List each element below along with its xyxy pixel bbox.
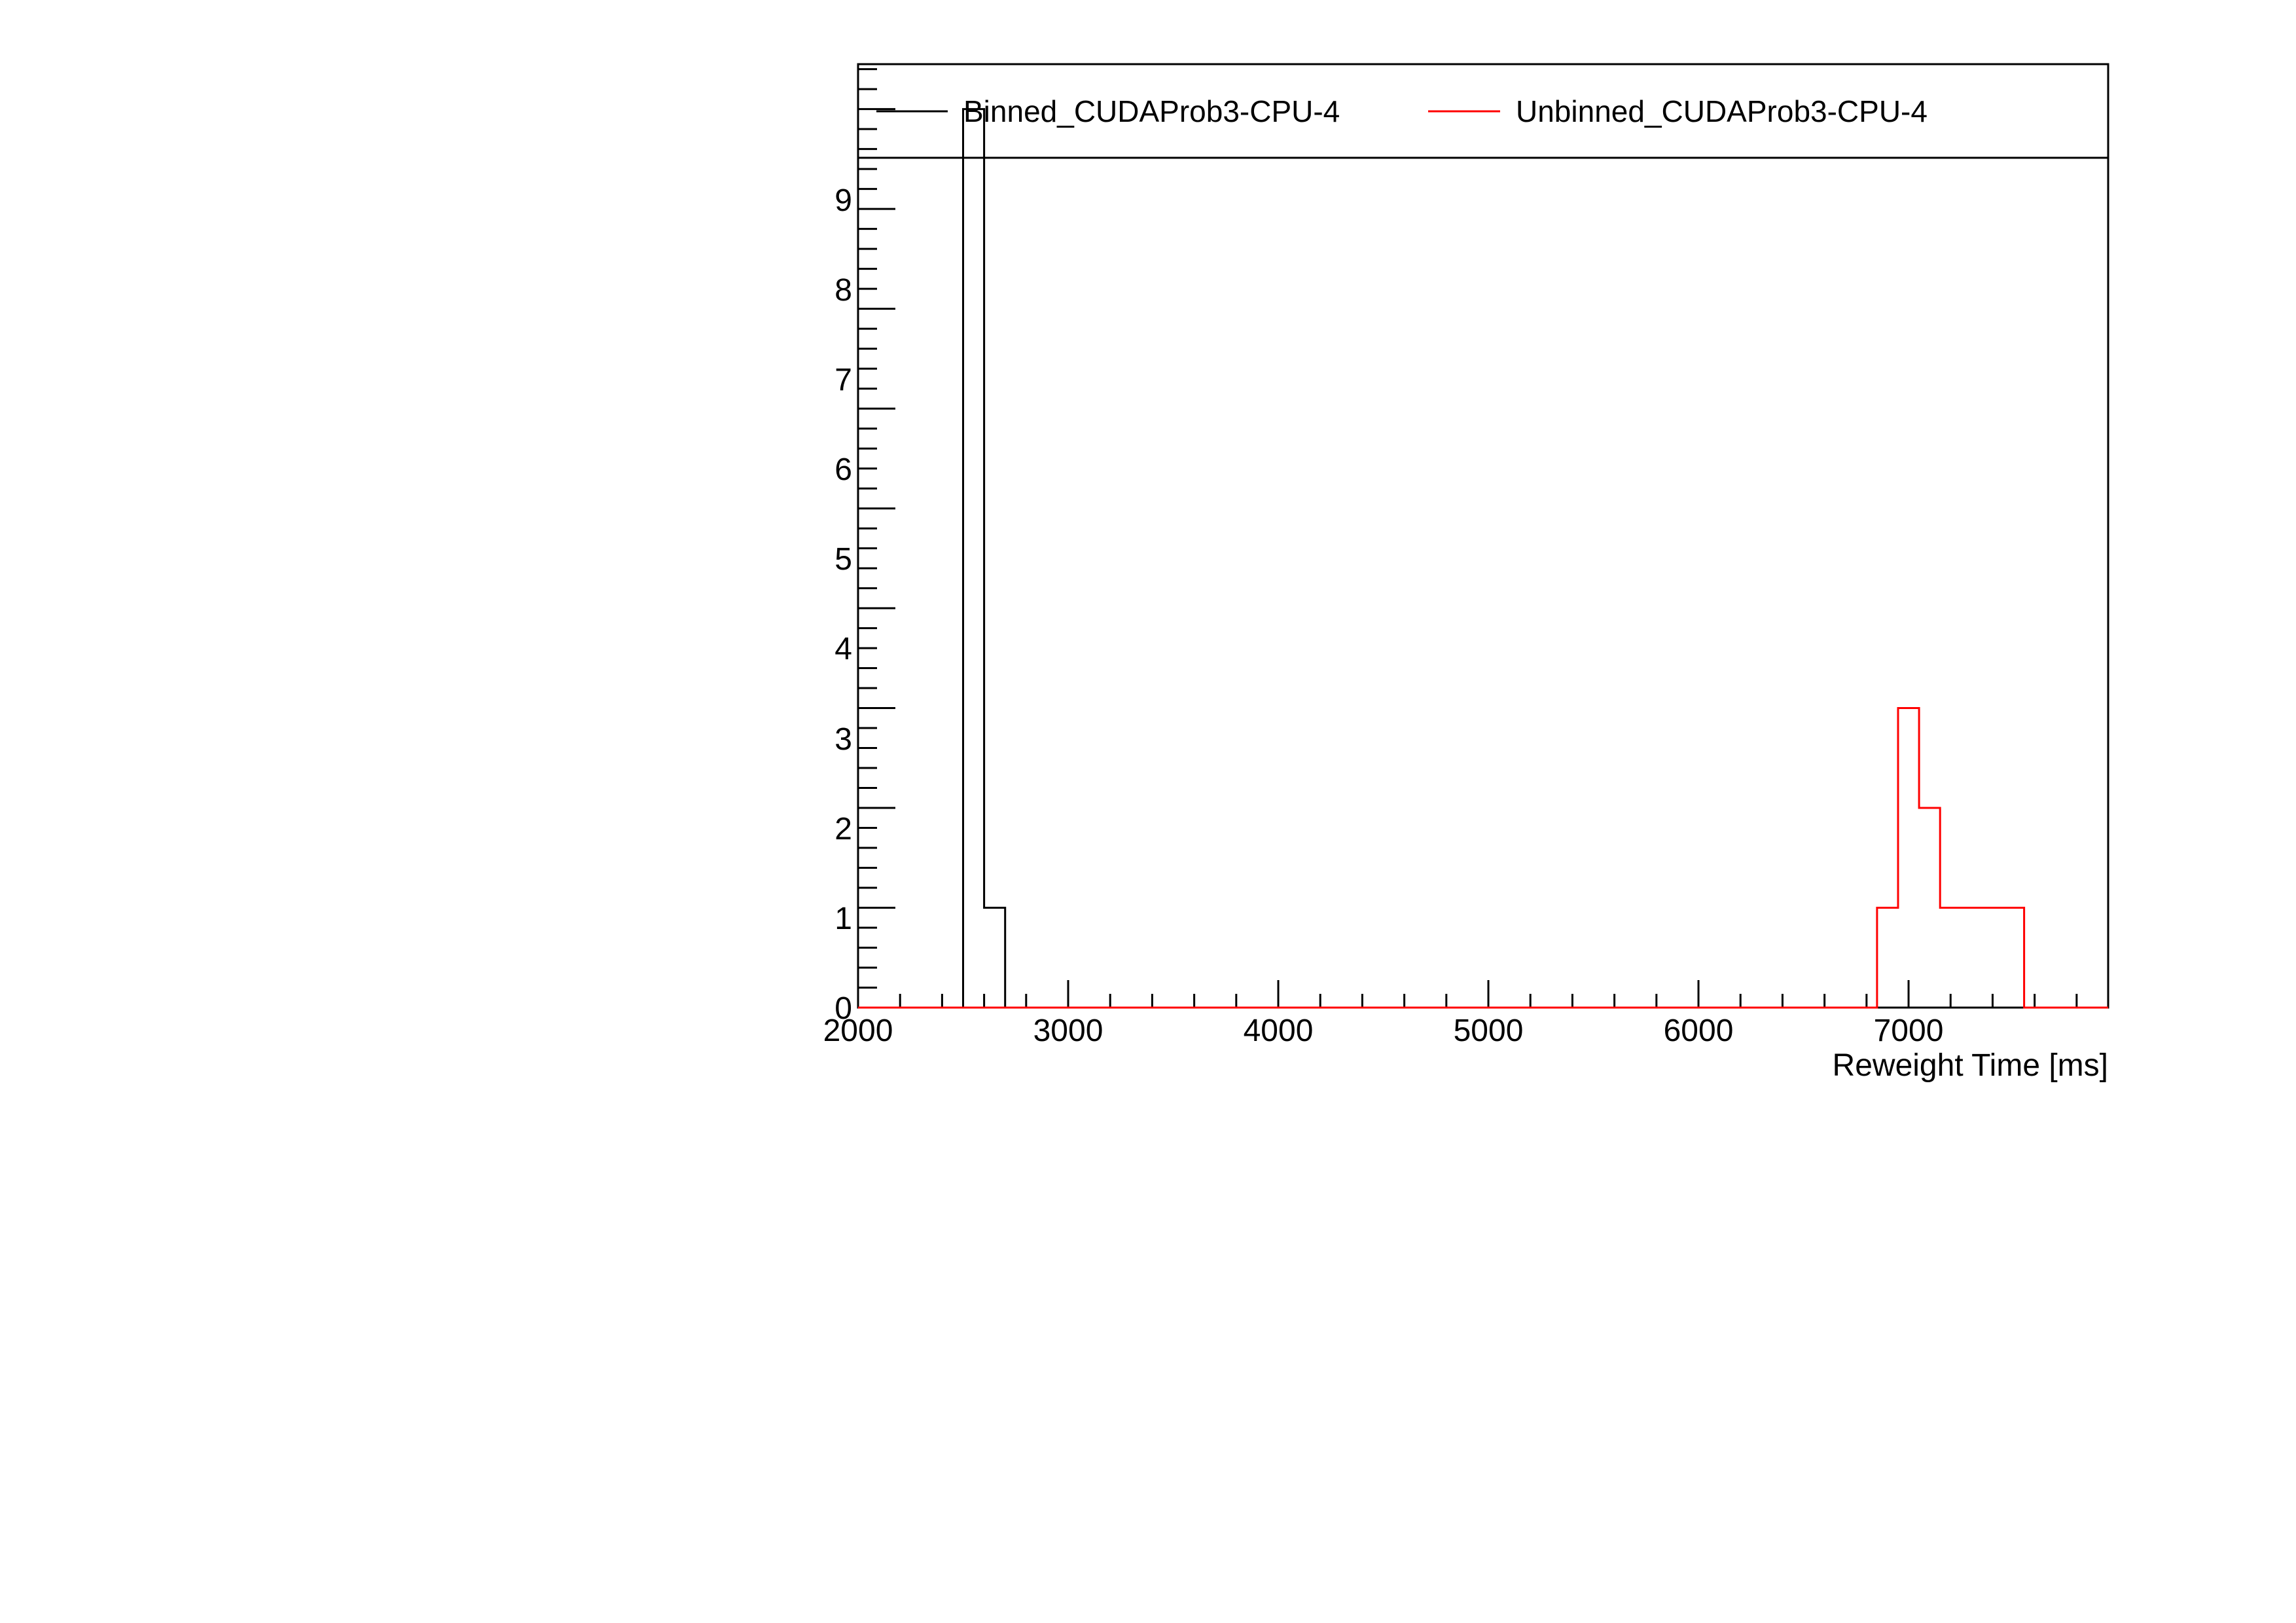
y-axis-tick-labels: 0 1 2 3 4 5 6 7 8 9 — [834, 183, 852, 1026]
x-axis-title: Reweight Time [ms] — [1833, 1048, 2108, 1083]
x-axis-ticks — [857, 980, 2078, 1008]
x-tick-label: 4000 — [1244, 1013, 1314, 1048]
y-tick-label: 0 — [834, 991, 852, 1026]
y-tick-label: 1 — [834, 902, 852, 936]
x-tick-label: 3000 — [1033, 1013, 1103, 1048]
legend: Binned_CUDAProb3-CPU-4 Unbinned_CUDAProb… — [857, 63, 2109, 159]
legend-box — [857, 63, 2109, 159]
y-axis-ticks — [858, 68, 895, 1009]
histogram-series-0 — [858, 108, 2108, 1009]
histogram-bars — [858, 108, 2108, 1009]
x-tick-label: 5000 — [1454, 1013, 1524, 1048]
y-tick-label: 3 — [834, 722, 852, 757]
legend-label-unbinned: Unbinned_CUDAProb3-CPU-4 — [1516, 94, 1928, 128]
legend-label-binned: Binned_CUDAProb3-CPU-4 — [963, 94, 1340, 128]
y-tick-label: 7 — [834, 363, 852, 397]
y-tick-label: 6 — [834, 452, 852, 487]
x-tick-label: 2000 — [823, 1013, 893, 1048]
x-tick-label: 7000 — [1874, 1013, 1944, 1048]
y-tick-label: 4 — [834, 632, 852, 666]
y-tick-label: 5 — [834, 542, 852, 577]
histogram-series-1 — [858, 707, 2108, 1009]
x-tick-label: 6000 — [1664, 1013, 1734, 1048]
y-tick-label: 9 — [834, 183, 852, 218]
y-tick-label: 8 — [834, 273, 852, 308]
y-tick-label: 2 — [834, 812, 852, 847]
x-axis-tick-labels: 2000 3000 4000 5000 6000 7000 — [823, 1013, 1944, 1048]
